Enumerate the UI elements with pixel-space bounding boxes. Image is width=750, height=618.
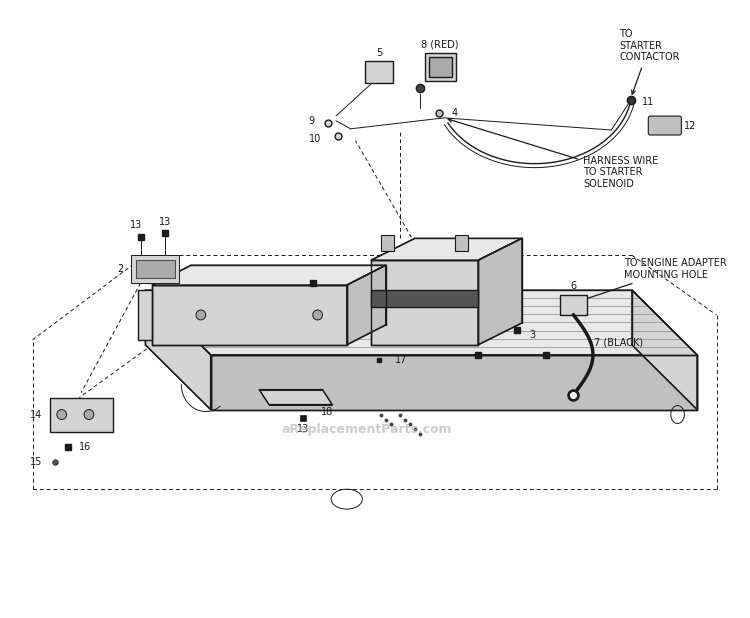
Polygon shape [560, 295, 587, 315]
FancyBboxPatch shape [648, 116, 681, 135]
Text: 13: 13 [159, 218, 171, 227]
Text: TO ENGINE ADAPTER
MOUNTING HOLE: TO ENGINE ADAPTER MOUNTING HOLE [578, 258, 727, 302]
Text: 8 (RED): 8 (RED) [422, 39, 459, 49]
Text: 13: 13 [297, 425, 309, 434]
Text: 4: 4 [452, 108, 458, 118]
Text: TO
STARTER
CONTACTOR: TO STARTER CONTACTOR [620, 29, 680, 94]
Polygon shape [50, 397, 113, 433]
Text: -: - [460, 246, 463, 255]
Text: 3: 3 [530, 330, 536, 340]
Polygon shape [371, 290, 478, 307]
Bar [454, 235, 469, 252]
Text: 12: 12 [684, 121, 697, 131]
Polygon shape [211, 355, 697, 410]
Text: +: + [384, 246, 391, 255]
Text: 11: 11 [643, 97, 655, 107]
Circle shape [84, 410, 94, 420]
Text: 15: 15 [30, 457, 42, 467]
Text: 5: 5 [376, 48, 382, 58]
Polygon shape [152, 285, 346, 345]
Circle shape [313, 310, 322, 320]
Text: 18: 18 [320, 407, 333, 417]
Text: 14: 14 [30, 410, 42, 420]
Circle shape [196, 310, 206, 320]
Polygon shape [371, 239, 522, 260]
Text: 13: 13 [322, 267, 334, 277]
Text: 16: 16 [80, 442, 92, 452]
Bar [381, 235, 394, 252]
Polygon shape [428, 57, 451, 77]
Text: 13: 13 [130, 221, 142, 231]
Polygon shape [424, 53, 456, 81]
Polygon shape [478, 239, 522, 345]
Polygon shape [632, 290, 697, 410]
FancyBboxPatch shape [130, 255, 179, 283]
Polygon shape [260, 389, 332, 405]
Polygon shape [346, 265, 386, 345]
Text: 6: 6 [571, 281, 577, 291]
Polygon shape [152, 265, 386, 285]
Text: 2: 2 [117, 264, 123, 274]
Text: 10: 10 [309, 133, 322, 144]
Text: aReplacementParts.com: aReplacementParts.com [281, 423, 452, 436]
Polygon shape [365, 61, 392, 83]
Circle shape [57, 410, 67, 420]
Text: 17: 17 [395, 355, 408, 365]
Polygon shape [371, 260, 478, 345]
Text: 9: 9 [308, 116, 315, 126]
Text: 7 (BLACK): 7 (BLACK) [594, 338, 643, 348]
Polygon shape [146, 290, 211, 410]
Polygon shape [137, 290, 152, 340]
Text: HARNESS WIRE
TO STARTER
SOLENOID: HARNESS WIRE TO STARTER SOLENOID [448, 119, 658, 189]
Bar [136, 260, 175, 278]
Text: REF.: REF. [486, 300, 509, 310]
Polygon shape [146, 290, 697, 355]
Text: 1: 1 [266, 310, 272, 320]
